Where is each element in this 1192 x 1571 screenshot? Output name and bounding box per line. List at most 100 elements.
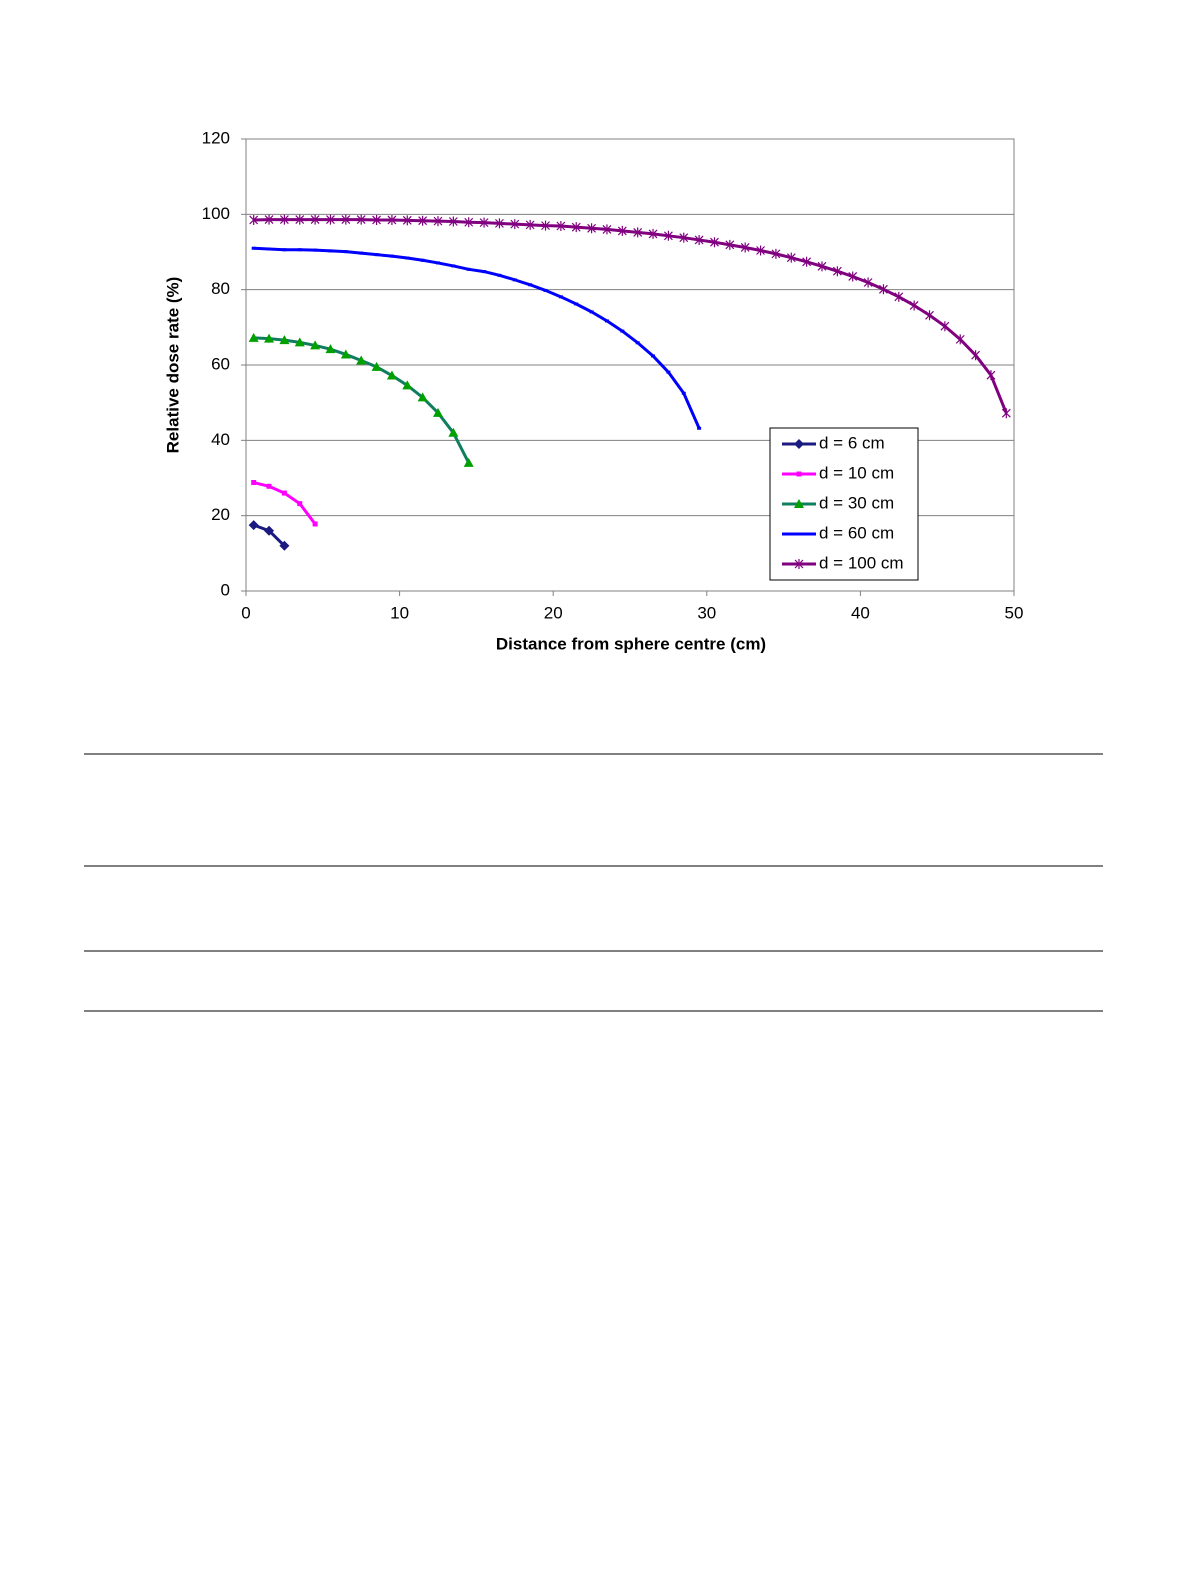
legend-label: d = 10 cm xyxy=(819,463,894,482)
data-point xyxy=(297,501,303,507)
data-point xyxy=(282,248,287,252)
legend-label: d = 30 cm xyxy=(819,493,894,512)
data-point xyxy=(279,540,290,551)
data-point xyxy=(525,219,535,230)
data-point xyxy=(587,223,597,234)
legend-marker xyxy=(794,559,804,569)
data-point xyxy=(374,253,379,257)
legend-marker xyxy=(794,439,804,449)
x-tick-label: 10 xyxy=(390,603,409,622)
data-point xyxy=(556,221,566,232)
y-tick-label: 80 xyxy=(211,279,230,298)
data-point xyxy=(986,370,996,381)
data-point xyxy=(387,214,397,225)
data-point xyxy=(248,332,259,342)
data-point xyxy=(249,214,259,225)
legend-marker xyxy=(797,532,801,536)
data-point xyxy=(341,214,351,225)
data-point xyxy=(279,335,290,345)
data-point xyxy=(497,273,502,277)
data-point xyxy=(433,407,443,417)
data-point xyxy=(940,321,950,332)
data-point xyxy=(510,219,520,230)
data-point xyxy=(264,525,275,536)
data-point xyxy=(604,319,609,323)
legend-marker xyxy=(796,471,802,477)
x-tick-label: 50 xyxy=(1005,603,1024,622)
data-point xyxy=(251,480,257,486)
data-point xyxy=(312,521,318,527)
x-tick-label: 40 xyxy=(851,603,870,622)
data-point xyxy=(848,271,858,282)
data-point xyxy=(464,217,474,228)
y-tick-label: 40 xyxy=(211,430,230,449)
data-point xyxy=(879,284,888,295)
data-point xyxy=(543,288,548,292)
data-point xyxy=(448,216,458,227)
data-point xyxy=(340,349,351,359)
y-tick-label: 120 xyxy=(202,128,230,147)
data-point xyxy=(466,267,471,271)
data-point xyxy=(817,261,827,272)
data-point xyxy=(433,216,443,227)
data-point xyxy=(635,341,640,345)
y-tick-label: 0 xyxy=(221,580,230,599)
data-point xyxy=(372,214,381,225)
data-point xyxy=(771,248,781,259)
legend-label: d = 60 cm xyxy=(819,523,894,542)
y-axis-title: Relative dose rate (%) xyxy=(163,277,182,454)
data-point xyxy=(264,214,274,225)
legend-label: d = 6 cm xyxy=(819,433,885,452)
data-point xyxy=(295,214,305,225)
data-point xyxy=(756,245,765,256)
legend-label: d = 100 cm xyxy=(819,553,904,572)
data-point xyxy=(297,248,302,252)
data-point xyxy=(482,270,487,274)
data-point xyxy=(402,215,412,226)
data-point xyxy=(541,220,550,231)
data-point xyxy=(389,254,394,258)
data-point xyxy=(436,261,440,265)
data-point xyxy=(863,277,873,288)
data-point xyxy=(328,249,333,253)
x-tick-label: 20 xyxy=(544,603,563,622)
data-point xyxy=(310,340,321,350)
data-point xyxy=(666,370,671,374)
data-point xyxy=(512,278,517,282)
data-point xyxy=(495,218,504,229)
y-tick-label: 20 xyxy=(211,505,230,524)
data-point xyxy=(266,483,272,489)
data-point xyxy=(571,222,581,233)
data-point xyxy=(281,490,287,496)
data-point xyxy=(356,214,366,225)
data-point xyxy=(313,248,318,252)
data-point xyxy=(971,350,981,361)
data-point xyxy=(448,427,459,437)
data-point xyxy=(558,295,563,299)
data-point xyxy=(681,391,686,395)
data-point xyxy=(633,227,643,238)
data-point xyxy=(694,234,704,245)
data-point xyxy=(267,247,272,251)
series-line xyxy=(253,481,317,525)
data-point xyxy=(264,333,275,343)
data-point xyxy=(679,232,689,243)
data-point xyxy=(343,250,348,254)
data-point xyxy=(725,239,735,250)
data-point xyxy=(251,246,256,250)
data-point xyxy=(371,361,382,371)
data-point xyxy=(386,370,397,380)
data-point xyxy=(832,266,842,277)
data-point xyxy=(574,302,579,306)
y-tick-label: 60 xyxy=(211,354,230,373)
data-point xyxy=(663,230,673,241)
data-point xyxy=(405,256,410,260)
data-point xyxy=(418,215,428,226)
x-axis-title: Distance from sphere centre (cm) xyxy=(496,634,766,653)
data-point xyxy=(310,214,320,225)
data-point xyxy=(294,337,305,347)
y-tick-label: 100 xyxy=(202,204,230,223)
data-point xyxy=(359,251,364,255)
